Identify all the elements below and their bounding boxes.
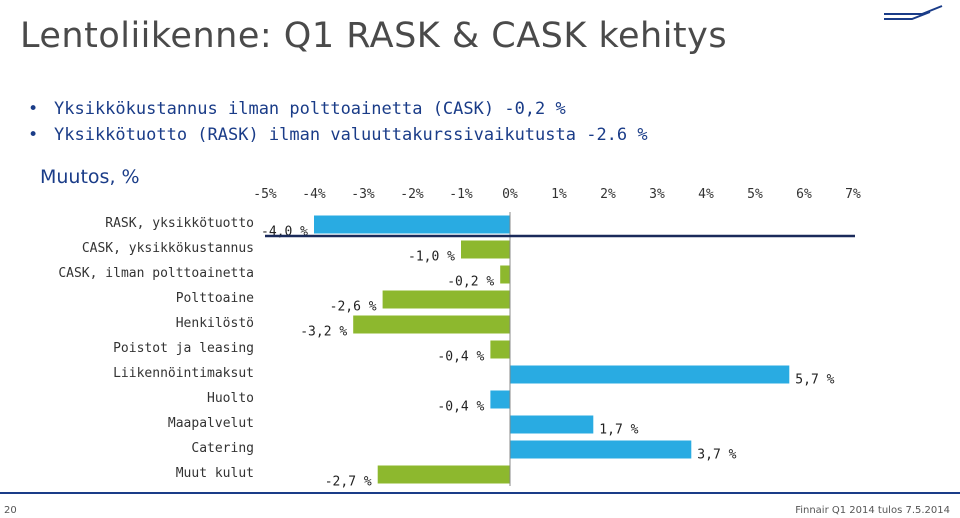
category-label: Maapalvelut bbox=[167, 416, 254, 431]
x-tick-label: 1% bbox=[551, 187, 567, 202]
bar-value-label: -0,4 % bbox=[437, 350, 484, 365]
footer-divider bbox=[0, 492, 960, 494]
x-tick-label: -3% bbox=[351, 187, 375, 202]
bar-7 bbox=[490, 390, 510, 409]
x-tick-label: 4% bbox=[698, 187, 714, 202]
bar-9 bbox=[510, 440, 692, 459]
category-label: Muut kulut bbox=[175, 466, 254, 481]
page-number: 20 bbox=[4, 505, 17, 516]
category-label: Polttoaine bbox=[175, 291, 254, 306]
x-tick-label: 0% bbox=[502, 187, 518, 202]
bar-value-label: -3,2 % bbox=[300, 325, 347, 340]
bar-value-label: -2,7 % bbox=[325, 475, 372, 490]
category-label: CASK, yksikkökustannus bbox=[81, 241, 254, 256]
bar-value-label: -0,2 % bbox=[447, 275, 494, 290]
category-label: CASK, ilman polttoainetta bbox=[58, 266, 254, 281]
category-label: Catering bbox=[191, 441, 254, 456]
bar-8 bbox=[510, 415, 594, 434]
bullet-cask: Yksikkökustannus ilman polttoainetta (CA… bbox=[28, 96, 648, 122]
x-tick-label: -4% bbox=[302, 187, 326, 202]
bar-10 bbox=[377, 465, 510, 484]
category-label: Liikennöintimaksut bbox=[113, 366, 254, 381]
bar-value-label: -1,0 % bbox=[408, 250, 455, 265]
x-tick-label: 7% bbox=[845, 187, 861, 202]
x-tick-label: 5% bbox=[747, 187, 763, 202]
bar-5 bbox=[490, 340, 510, 359]
category-label: RASK, yksikkötuotto bbox=[105, 216, 254, 231]
bullet-rask: Yksikkötuotto (RASK) ilman valuuttakurss… bbox=[28, 122, 648, 148]
x-tick-label: -2% bbox=[400, 187, 424, 202]
bar-value-label: -2,6 % bbox=[330, 300, 377, 315]
bar-value-label: -0,4 % bbox=[437, 400, 484, 415]
footer-source: Finnair Q1 2014 tulos 7.5.2014 bbox=[795, 505, 950, 516]
finnair-logo bbox=[882, 4, 948, 26]
bar-value-label: 1,7 % bbox=[599, 423, 638, 438]
x-tick-label: -5% bbox=[253, 187, 277, 202]
bar-value-label: 3,7 % bbox=[697, 448, 736, 463]
bar-value-label: 5,7 % bbox=[795, 373, 834, 388]
x-tick-label: -1% bbox=[449, 187, 473, 202]
bar-6 bbox=[510, 365, 790, 384]
chart-heading: Muutos, % bbox=[40, 166, 140, 188]
bar-4 bbox=[353, 315, 510, 334]
bar-2 bbox=[500, 265, 510, 284]
category-label: Huolto bbox=[207, 391, 254, 406]
x-tick-label: 3% bbox=[649, 187, 665, 202]
category-label: Henkilöstö bbox=[175, 316, 254, 331]
bar-0 bbox=[314, 215, 510, 234]
bar-3 bbox=[382, 290, 510, 309]
bar-1 bbox=[461, 240, 510, 259]
x-tick-label: 6% bbox=[796, 187, 812, 202]
x-tick-label: 2% bbox=[600, 187, 616, 202]
category-label: Poistot ja leasing bbox=[113, 341, 254, 356]
summary-bullets: Yksikkökustannus ilman polttoainetta (CA… bbox=[28, 96, 648, 148]
page-title: Lentoliikenne: Q1 RASK & CASK kehitys bbox=[20, 16, 728, 56]
